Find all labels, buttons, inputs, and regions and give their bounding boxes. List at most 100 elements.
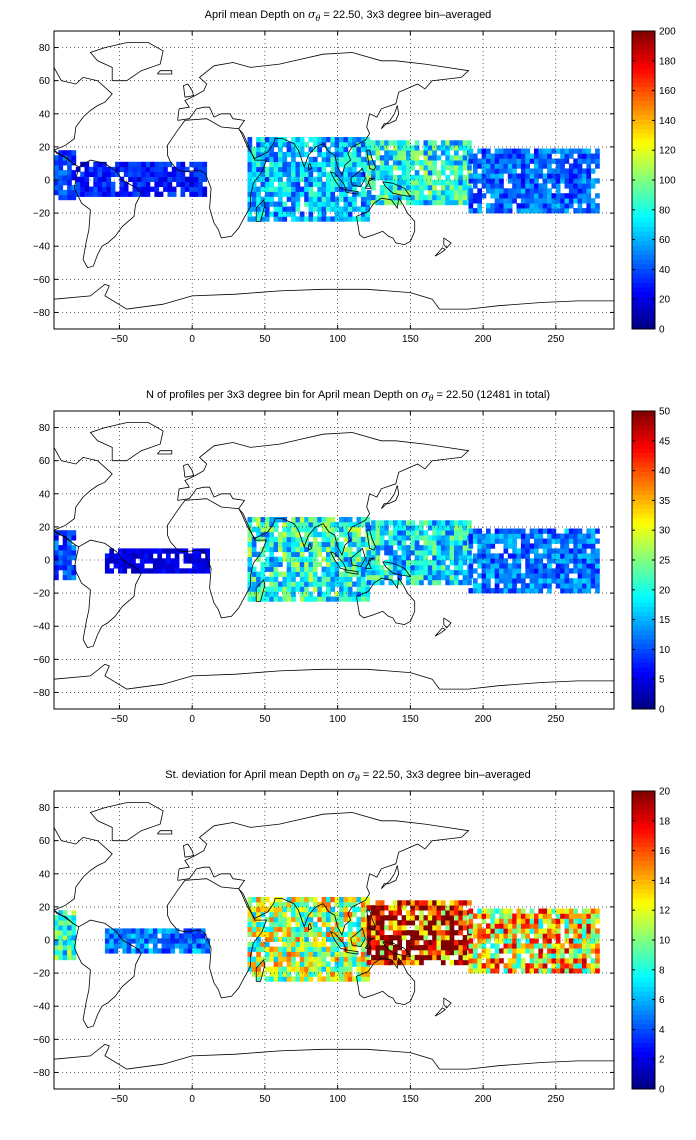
data-bin xyxy=(304,216,309,222)
colorbar-tick-label: 10 xyxy=(659,936,671,947)
data-bin xyxy=(462,140,468,146)
data-bin xyxy=(343,196,349,202)
data-bin xyxy=(299,541,305,548)
data-bin xyxy=(192,948,197,954)
data-bin xyxy=(273,566,279,572)
data-bin xyxy=(568,913,574,919)
data-bin xyxy=(486,933,491,939)
data-bin xyxy=(490,183,496,189)
data-bin xyxy=(401,520,407,526)
data-bin xyxy=(269,526,274,533)
data-bin xyxy=(256,946,261,952)
data-bin xyxy=(67,175,72,181)
data-bin xyxy=(449,145,455,151)
data-bin xyxy=(126,933,132,939)
data-bin xyxy=(577,963,583,969)
data-bin xyxy=(269,546,274,553)
data-bin xyxy=(573,923,578,929)
data-bin xyxy=(507,153,513,159)
data-bin xyxy=(299,586,305,592)
data-bin xyxy=(538,528,544,534)
data-bin xyxy=(458,160,464,166)
data-bin xyxy=(568,948,574,954)
data-bin xyxy=(384,199,389,206)
data-bin xyxy=(154,181,160,187)
data-bin xyxy=(308,216,314,222)
data-bin xyxy=(347,951,353,957)
data-bin xyxy=(477,158,482,164)
data-bin xyxy=(62,194,68,201)
data-bin xyxy=(334,941,340,947)
colorbar-segment xyxy=(632,791,655,797)
data-bin xyxy=(542,183,548,189)
coastline-north-america xyxy=(54,67,113,151)
data-bin xyxy=(534,958,539,964)
data-bin xyxy=(291,551,296,557)
data-bin xyxy=(406,954,411,961)
data-bin xyxy=(150,186,155,192)
data-bin xyxy=(67,185,72,191)
data-bin xyxy=(564,958,570,964)
colorbar-segment xyxy=(632,601,655,607)
colorbar-segment xyxy=(632,138,655,144)
data-bin xyxy=(449,165,455,171)
data-bin xyxy=(104,933,110,939)
data-bin xyxy=(141,176,146,182)
data-bin xyxy=(436,540,442,546)
data-bin xyxy=(352,921,357,928)
data-bin xyxy=(251,201,257,207)
data-bin xyxy=(414,925,420,931)
data-bin xyxy=(577,948,583,954)
data-bin xyxy=(163,166,168,173)
colorbar-segment xyxy=(632,277,655,283)
data-bin xyxy=(62,940,68,946)
data-bin xyxy=(62,545,68,551)
x-tick-label: −50 xyxy=(111,714,128,725)
data-bin xyxy=(419,925,424,931)
data-bin xyxy=(388,140,394,146)
data-bin xyxy=(339,196,344,202)
data-bin xyxy=(247,576,253,582)
data-bin xyxy=(414,155,420,161)
data-bin xyxy=(462,935,468,941)
data-bin xyxy=(538,568,544,574)
data-bin xyxy=(256,971,261,977)
data-bin xyxy=(347,541,353,548)
data-bin xyxy=(71,565,77,571)
data-bin xyxy=(174,928,180,934)
data-bin xyxy=(477,938,482,944)
data-bin xyxy=(542,958,548,964)
data-bin xyxy=(264,951,270,957)
data-bin xyxy=(286,906,292,913)
data-bin xyxy=(560,168,565,174)
data-bin xyxy=(595,563,600,569)
data-bin xyxy=(547,573,552,579)
data-bin xyxy=(312,541,318,548)
data-bin xyxy=(490,173,496,179)
data-bin xyxy=(507,178,513,184)
data-bin xyxy=(449,940,455,946)
colorbar-segment xyxy=(632,522,655,528)
data-bin xyxy=(534,188,539,194)
data-bin xyxy=(67,569,72,576)
data-bin xyxy=(568,533,574,539)
data-bin xyxy=(507,573,513,579)
data-bin xyxy=(477,583,482,589)
data-bin xyxy=(401,959,407,966)
data-bin xyxy=(542,573,548,579)
data-bin xyxy=(454,930,459,936)
title-subscript: θ xyxy=(355,774,360,783)
data-bin xyxy=(360,596,366,602)
data-bin xyxy=(62,160,68,166)
data-bin xyxy=(507,208,513,214)
data-bin xyxy=(577,588,583,594)
data-bin xyxy=(71,915,77,921)
data-bin xyxy=(264,946,270,952)
data-bin xyxy=(392,555,398,561)
x-tick-label: 0 xyxy=(189,334,195,345)
data-bin xyxy=(458,194,464,201)
data-bin xyxy=(481,548,487,554)
data-bin xyxy=(560,588,565,594)
data-bin xyxy=(247,536,253,543)
data-bin xyxy=(595,178,600,184)
